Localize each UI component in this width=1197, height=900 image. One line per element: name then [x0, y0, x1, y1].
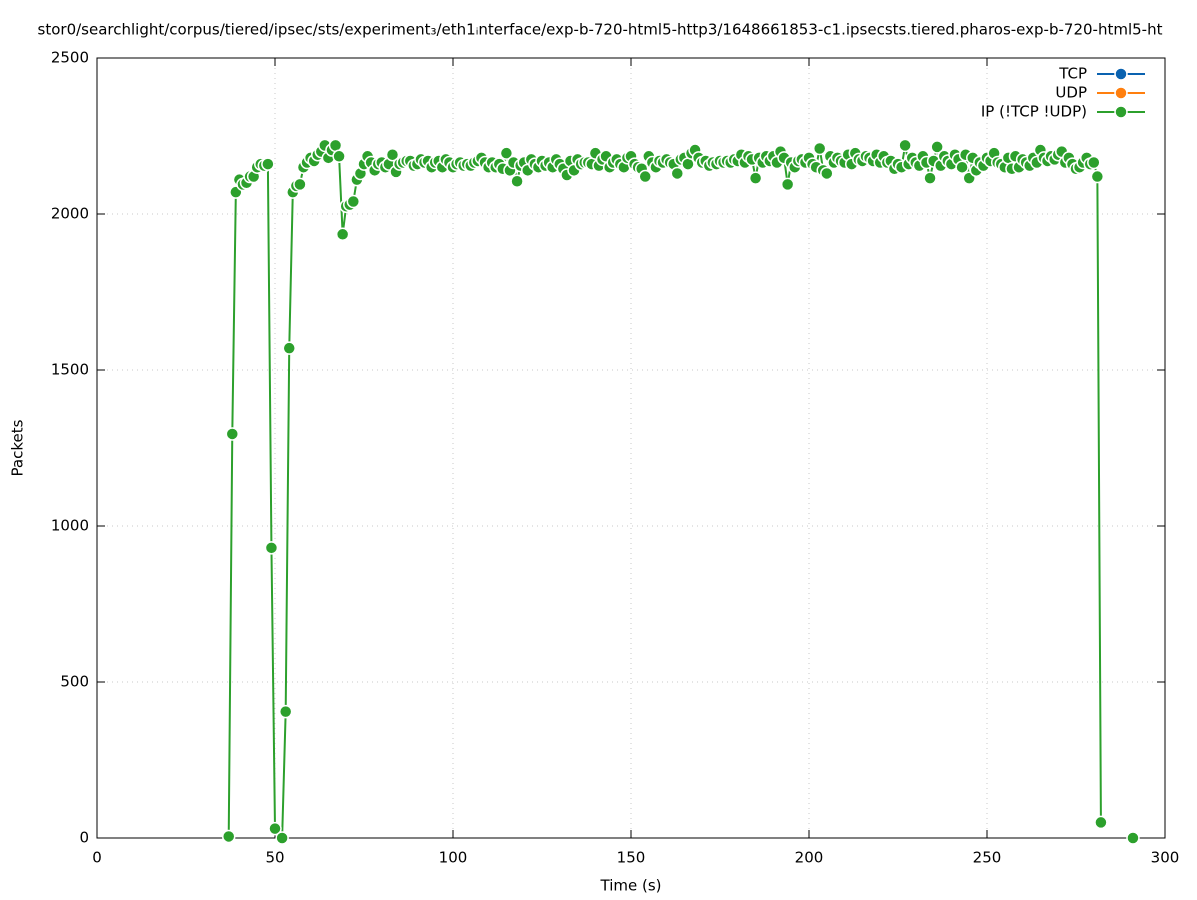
data-point	[1094, 815, 1108, 830]
data-point	[820, 166, 834, 181]
data-point	[1126, 831, 1140, 845]
data-point	[225, 427, 240, 441]
y-tick-label: 2500	[51, 49, 89, 67]
data-point	[681, 157, 695, 171]
data-point	[221, 829, 236, 844]
chart-title: stor0/searchlight/corpus/tiered/ipsec/st…	[38, 21, 1163, 39]
data-point	[282, 341, 296, 355]
data-point	[293, 177, 307, 192]
x-tick-label: 200	[795, 849, 824, 867]
data-point	[923, 171, 937, 185]
data-point	[332, 149, 346, 164]
data-point	[1087, 155, 1101, 170]
legend-marker	[1114, 86, 1128, 100]
x-tick-label: 250	[973, 849, 1002, 867]
x-tick-label: 100	[439, 849, 468, 867]
data-point	[328, 138, 343, 153]
data-point	[275, 831, 289, 845]
y-tick-label: 500	[60, 673, 89, 691]
legend-marker	[1114, 105, 1128, 119]
legend-marker	[1114, 67, 1128, 81]
y-tick-label: 1500	[51, 361, 89, 379]
data-point	[1090, 169, 1105, 184]
data-point	[638, 169, 652, 184]
data-point	[930, 140, 944, 154]
legend-label: TCP	[1058, 65, 1087, 83]
data-point	[346, 194, 361, 209]
data-point	[670, 166, 685, 181]
x-tick-label: 150	[617, 849, 646, 867]
data-point	[748, 171, 763, 185]
plot-frame	[96, 57, 1166, 839]
data-point	[510, 174, 524, 188]
x-tick-label: 0	[92, 849, 102, 867]
data-point	[385, 147, 400, 162]
data-point	[780, 177, 795, 192]
data-point	[264, 541, 279, 555]
data-point	[268, 821, 282, 836]
data-point	[335, 227, 350, 242]
legend-label: UDP	[1055, 84, 1087, 102]
y-tick-label: 2000	[51, 205, 89, 223]
series-line	[229, 145, 1133, 838]
y-tick-label: 0	[79, 829, 89, 847]
data-point	[898, 138, 912, 153]
data-point	[278, 704, 293, 719]
data-point	[812, 141, 827, 156]
data-point	[499, 146, 514, 160]
x-tick-label: 50	[265, 849, 284, 867]
y-axis-label: Packets	[9, 419, 27, 476]
x-tick-label: 300	[1151, 849, 1180, 867]
y-tick-label: 1000	[51, 517, 89, 535]
data-point	[261, 157, 275, 171]
legend-label: IP (!TCP !UDP)	[981, 103, 1087, 121]
x-axis-label: Time (s)	[600, 877, 662, 895]
data-point	[955, 160, 969, 174]
